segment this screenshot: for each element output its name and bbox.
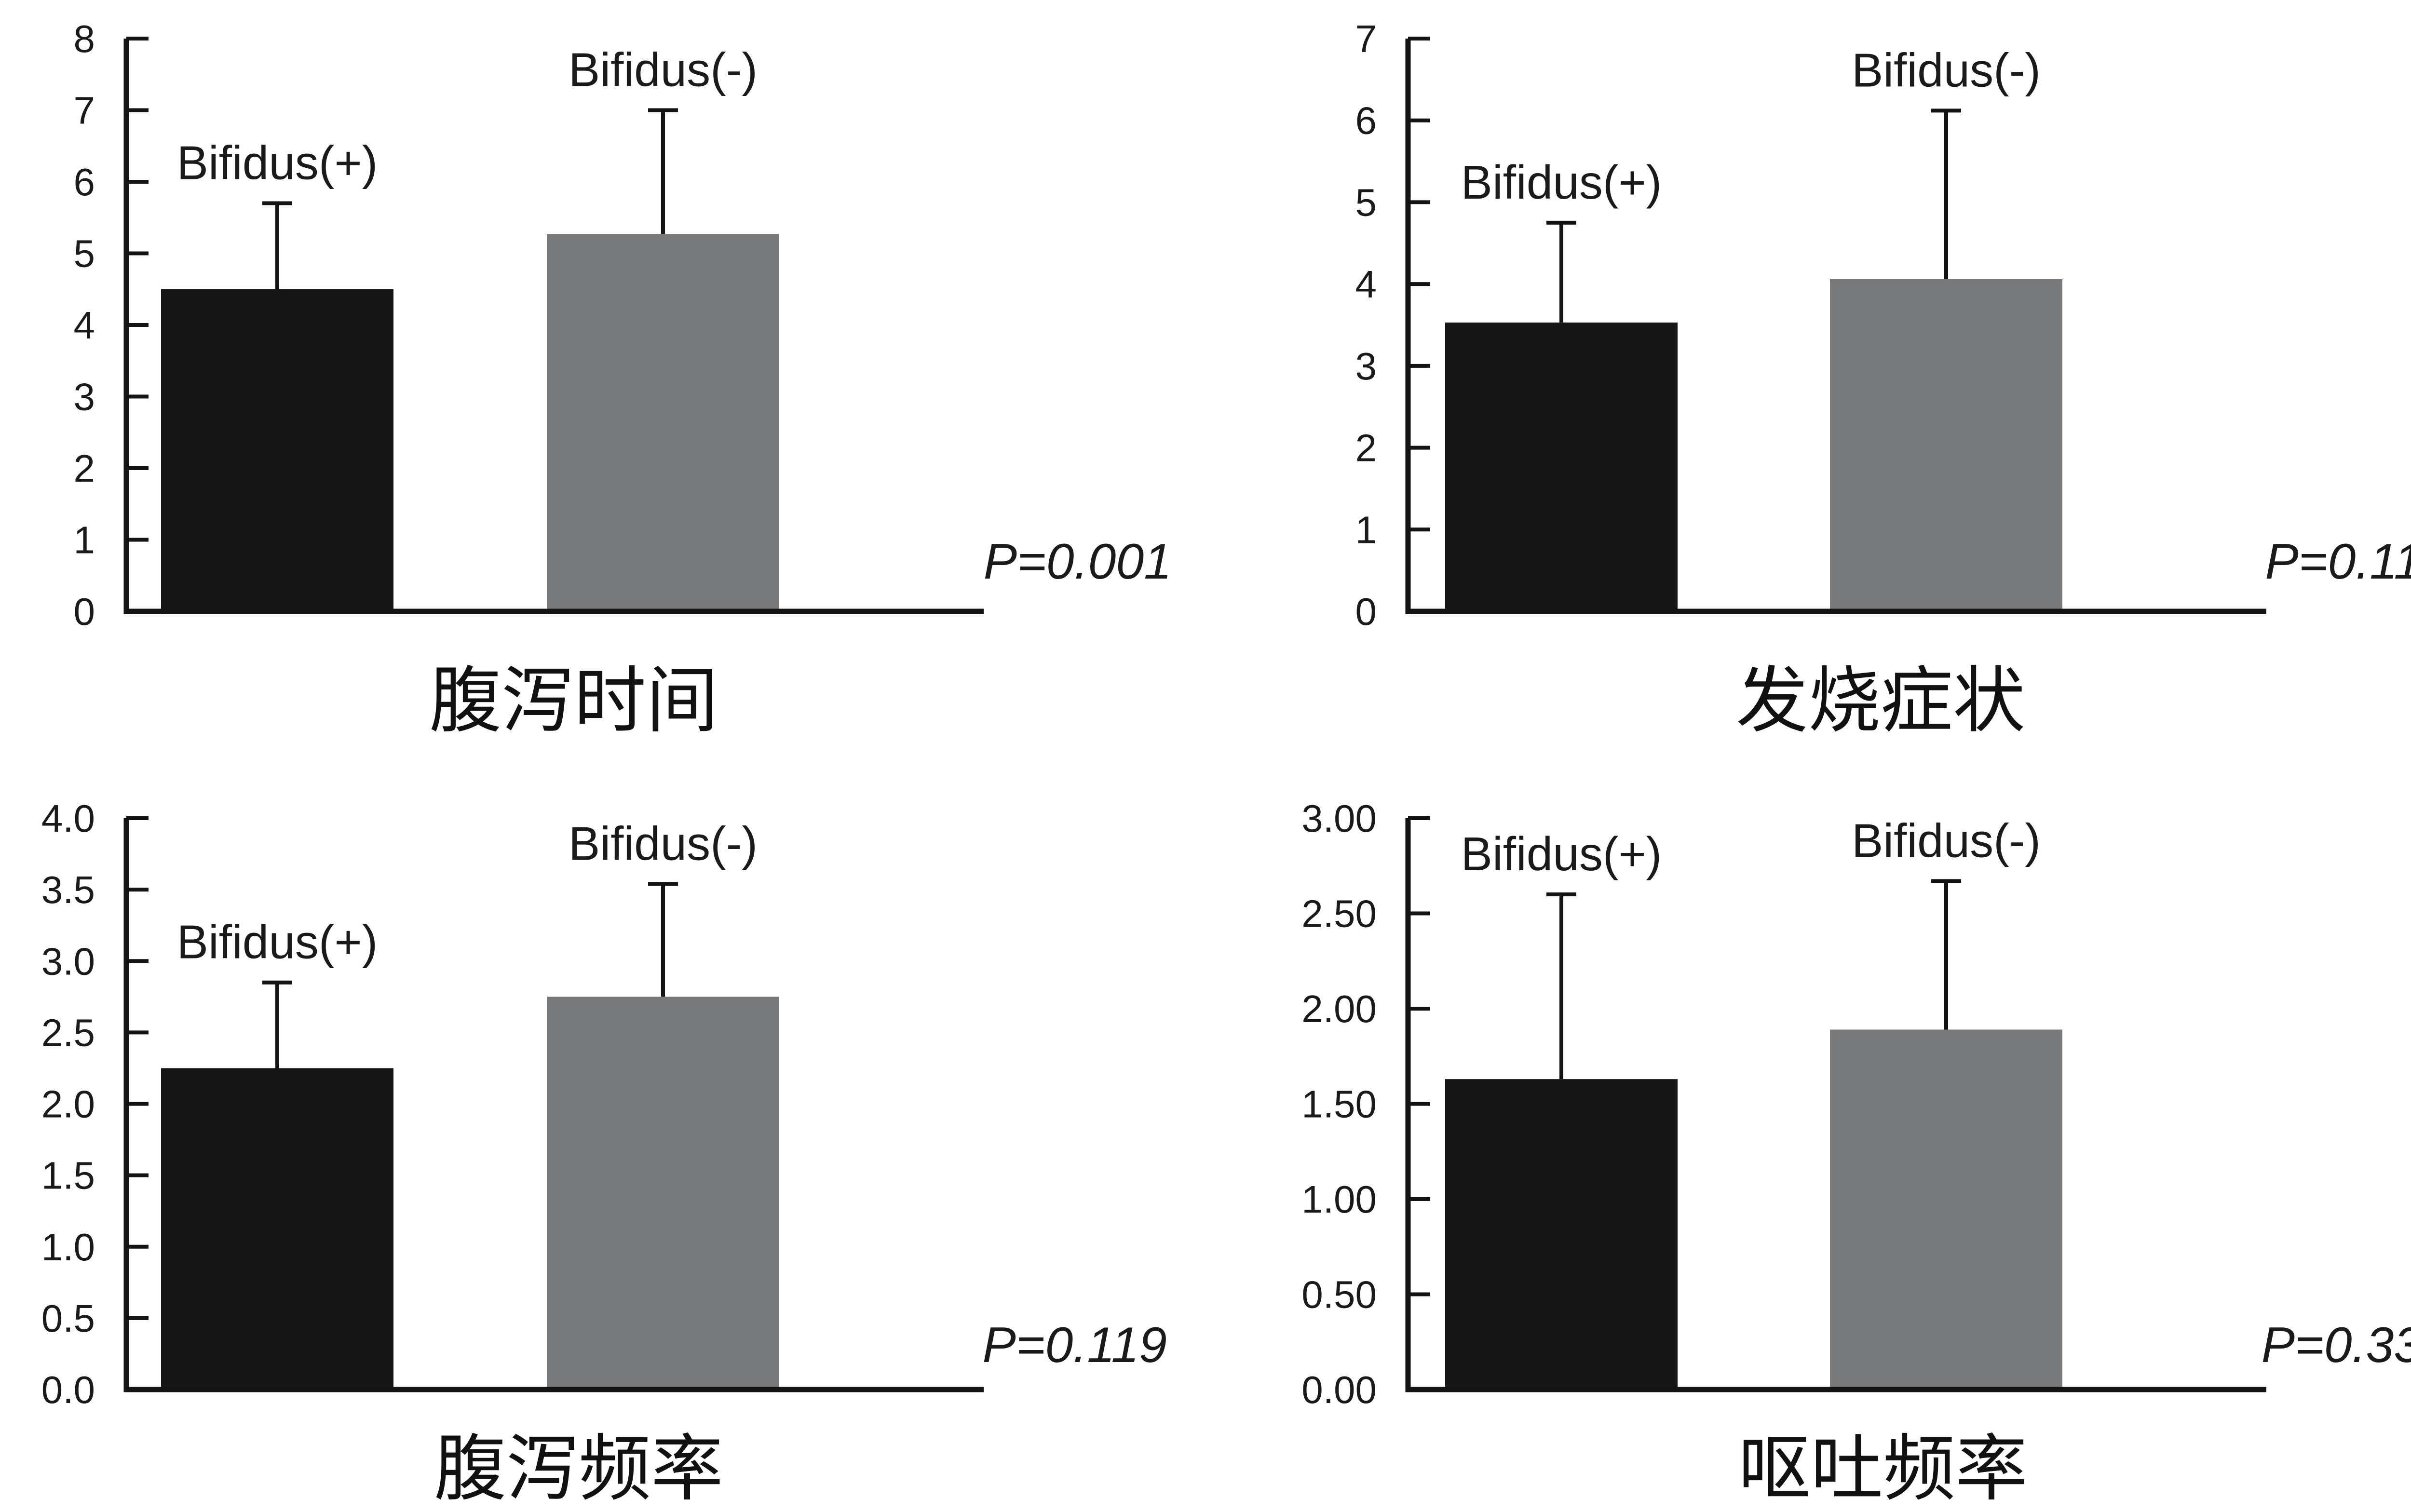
y-tick-label: 8: [74, 17, 95, 60]
y-tick-label: 6: [74, 161, 95, 203]
y-tick-label: 1.0: [41, 1226, 95, 1269]
p-value-label: P=0.001: [984, 534, 1172, 590]
bar-category-label: Bifidus(+): [177, 136, 378, 189]
y-tick-label: 2.0: [41, 1083, 95, 1126]
y-tick-label: 1.5: [41, 1154, 95, 1197]
y-tick-label: 1: [1355, 508, 1377, 551]
y-tick-label: 3.5: [41, 868, 95, 911]
y-tick-label: 7: [1355, 17, 1377, 60]
p-value-label: P=0.119: [2265, 534, 2411, 590]
y-tick-label: 3: [1355, 345, 1377, 388]
bar: [161, 289, 393, 611]
y-tick-label: 4: [74, 304, 95, 347]
y-tick-label: 1: [74, 519, 95, 562]
y-tick-label: 2.00: [1301, 987, 1377, 1030]
bar-category-label: Bifidus(-): [1852, 814, 2041, 867]
y-tick-label: 3.0: [41, 940, 95, 983]
y-tick-label: 0: [74, 590, 95, 633]
y-tick-label: 0: [1355, 590, 1377, 633]
y-tick-label: 0.00: [1301, 1368, 1377, 1411]
y-tick-label: 0.0: [41, 1368, 95, 1411]
panel-diarrhea-frequency: 腹泻频率 P=0.119 Bifidus(+) Bifidus(-) 0.0 0.5 1…: [41, 797, 1167, 1511]
bar: [1830, 279, 2062, 611]
y-tick-label: 2: [74, 447, 95, 490]
y-tick-label: 5: [1355, 181, 1377, 224]
bar: [547, 234, 779, 611]
y-tick-label: 4.0: [41, 797, 95, 840]
panel-title: 腹泻时间: [429, 659, 718, 743]
y-tick-label: 3: [74, 376, 95, 418]
panel-title: 发烧症状: [1736, 659, 2025, 743]
p-value-label: P=0.331: [2262, 1317, 2411, 1373]
y-tick-label: 1.50: [1301, 1083, 1377, 1126]
p-value-label: P=0.119: [982, 1317, 1167, 1373]
y-tick-label: 2: [1355, 427, 1377, 470]
y-tick-label: 2.50: [1301, 892, 1377, 935]
bar-category-label: Bifidus(+): [1461, 156, 1662, 209]
panel-title: 呕吐频率: [1738, 1427, 2028, 1511]
panel-fever-symptoms: 发烧症状 P=0.119 Bifidus(+) Bifidus(-) 0 1 2 3 4 5 6…: [1355, 17, 2411, 743]
bar: [1445, 1079, 1678, 1390]
y-tick-label: 2.5: [41, 1011, 95, 1054]
panel-diarrhea-duration: 腹泻时间 P=0.001 Bifidus(+) Bifidus(-) 0 1 2 3 4 5 6…: [74, 17, 1172, 743]
y-tick-label: 0.5: [41, 1297, 95, 1340]
y-tick-label: 6: [1355, 99, 1377, 142]
y-tick-label: 1.00: [1301, 1178, 1377, 1221]
y-tick-label: 5: [74, 232, 95, 275]
bar: [161, 1068, 393, 1390]
bar: [1830, 1029, 2062, 1390]
panel-vomiting-frequency: 呕吐频率 P=0.331 Bifidus(+) Bifidus(-) 0.00 0.5…: [1301, 797, 2411, 1511]
bar-category-label: Bifidus(-): [1852, 43, 2041, 96]
y-tick-label: 3.00: [1301, 797, 1377, 840]
panel-title: 腹泻频率: [434, 1427, 723, 1511]
bar-category-label: Bifidus(+): [177, 916, 378, 969]
y-tick-label: 7: [74, 89, 95, 132]
bar-category-label: Bifidus(-): [569, 817, 758, 870]
y-tick-label: 0.50: [1301, 1273, 1377, 1316]
bar-category-label: Bifidus(-): [569, 43, 758, 96]
y-tick-label: 4: [1355, 263, 1377, 306]
bar: [547, 997, 779, 1390]
bar: [1445, 322, 1678, 611]
bar-category-label: Bifidus(+): [1461, 827, 1662, 880]
